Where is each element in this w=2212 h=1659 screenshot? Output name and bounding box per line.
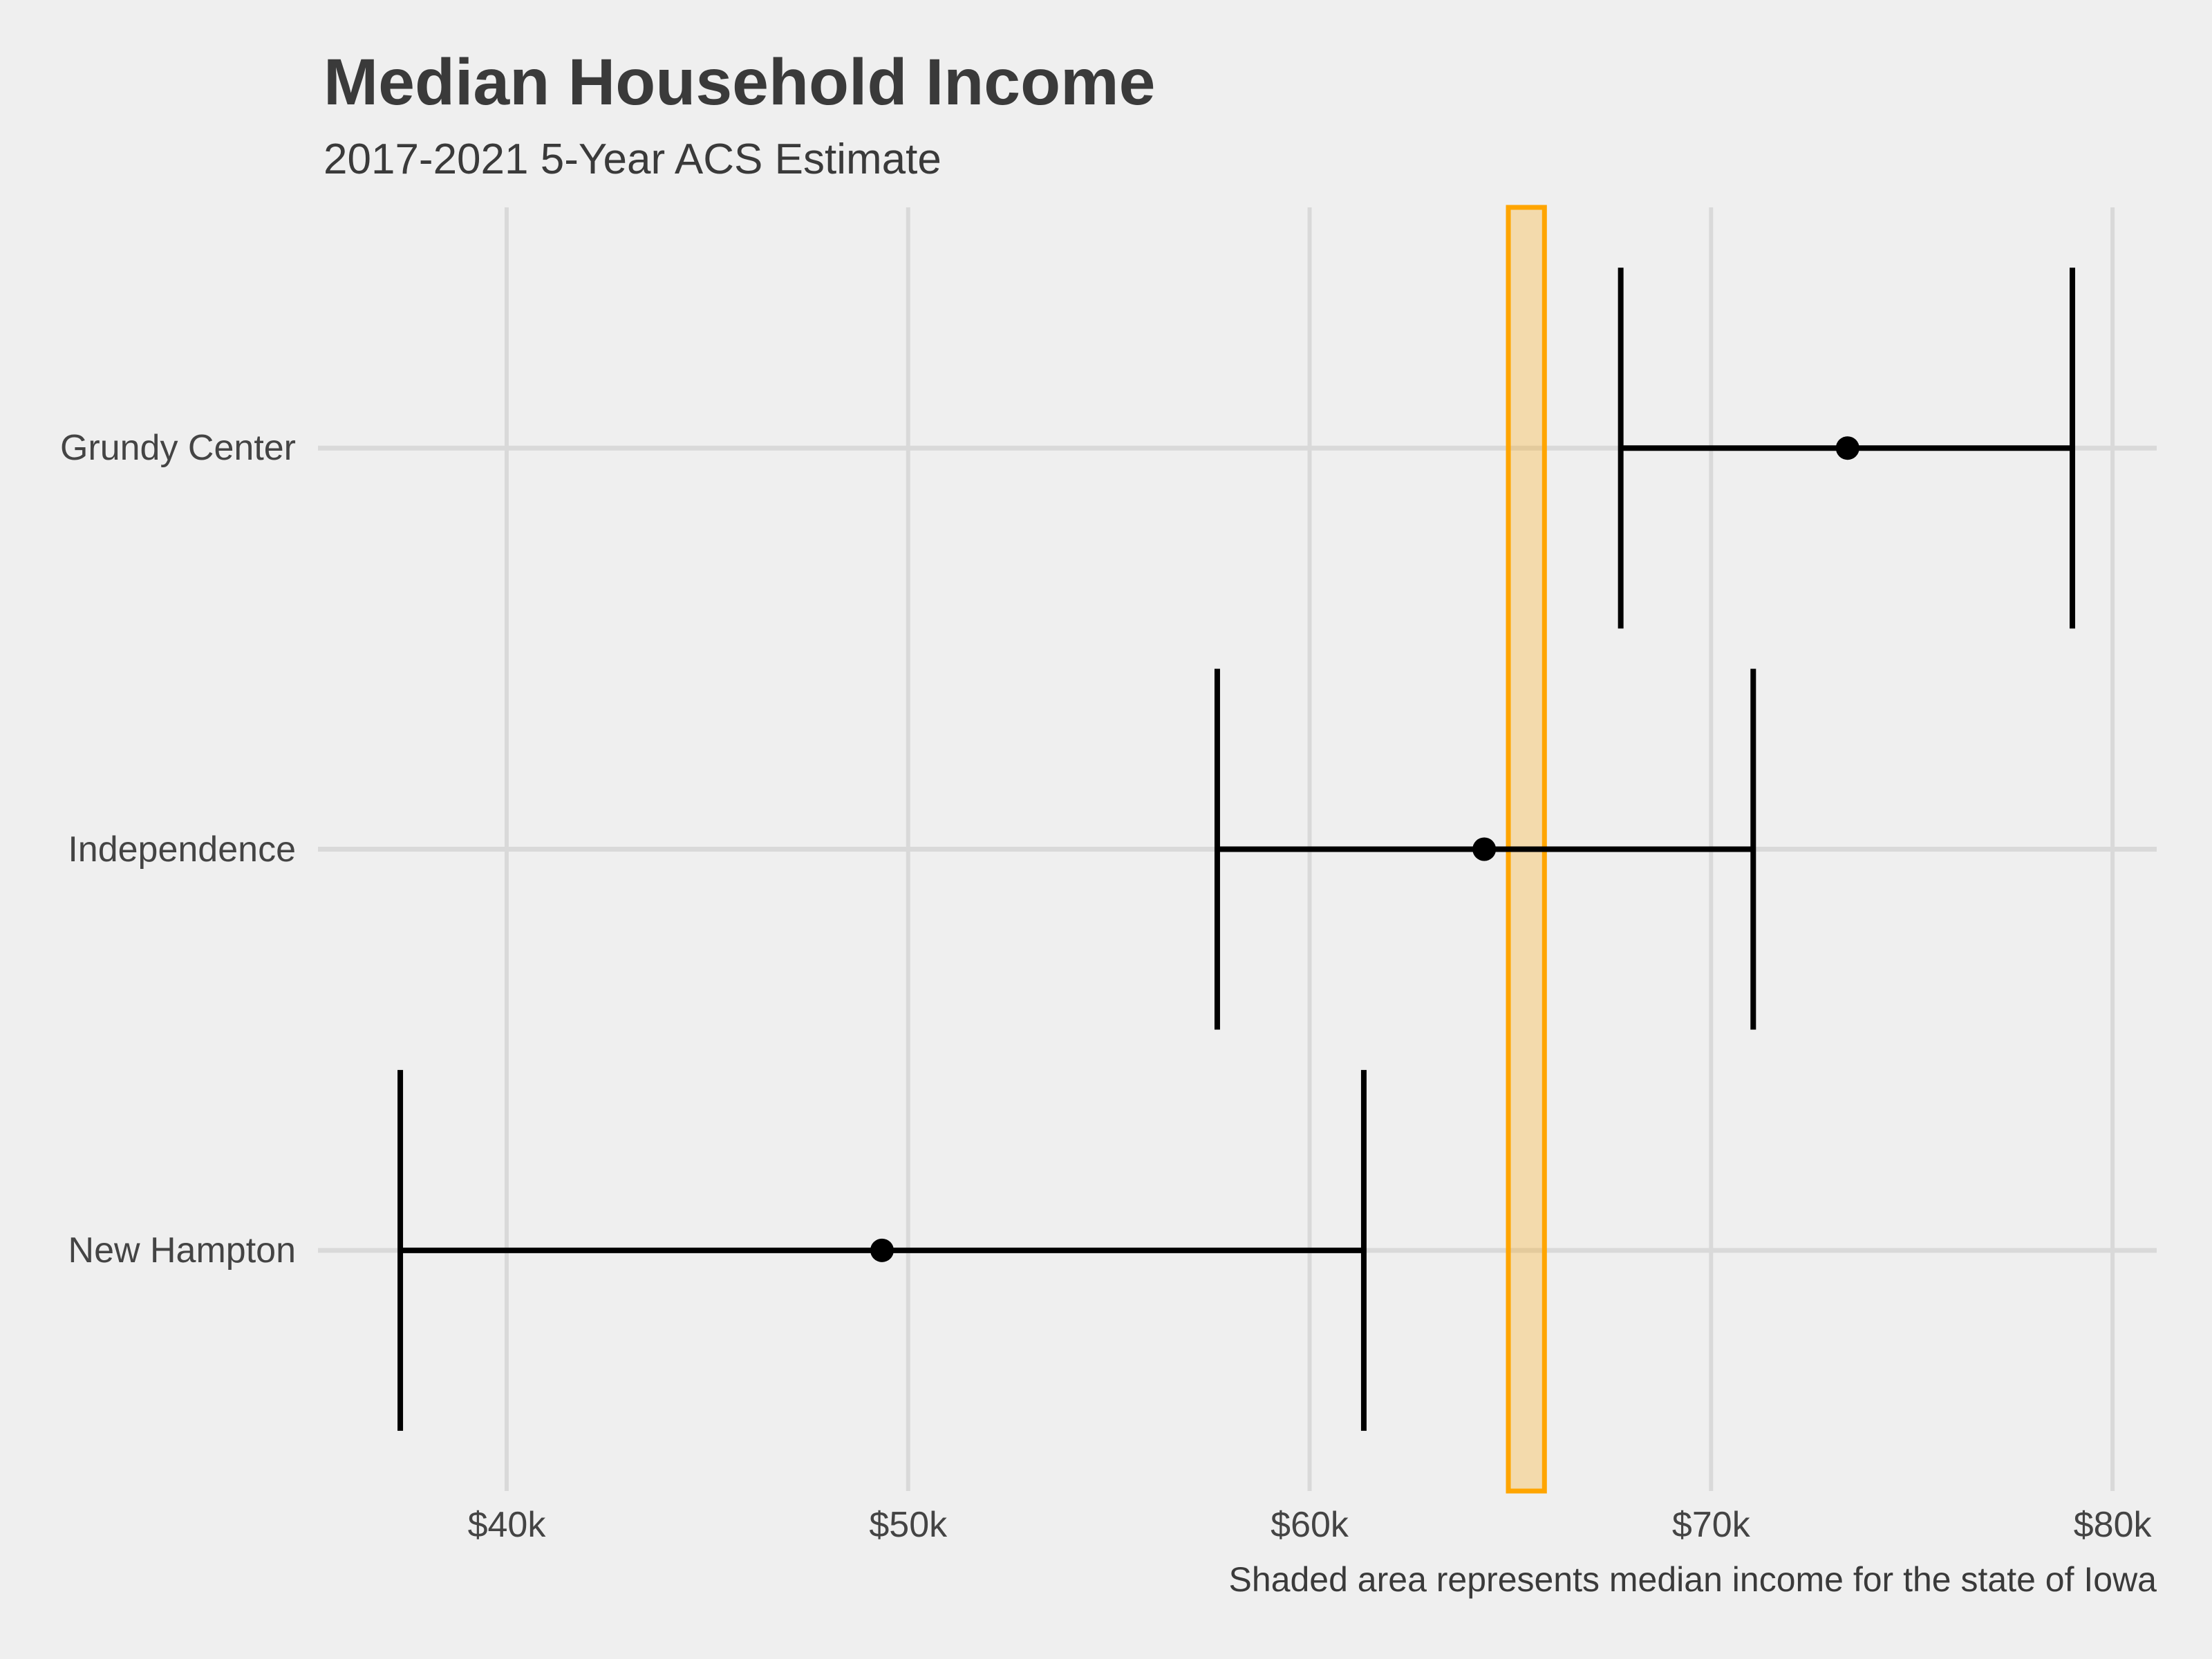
y-axis-label-grundy-center: Grundy Center [59,428,296,469]
chart-title: Median Household Income [324,46,1156,119]
point-estimate [870,1238,894,1262]
x-axis-tick-label-60k: $60k [1271,1505,1349,1545]
point-estimate [1835,436,1859,460]
y-axis-label-independence: Independence [68,829,296,870]
chart-subtitle: 2017-2021 5-Year ACS Estimate [324,135,941,183]
x-axis-tick-label-80k: $80k [2073,1505,2152,1545]
chart-caption: Shaded area represents median income for… [1228,1560,2157,1599]
y-axis-label-new-hampton: New Hampton [68,1230,296,1271]
x-axis-tick-label-70k: $70k [1671,1505,1750,1545]
point-estimate [1472,837,1497,861]
x-axis-tick-label-40k: $40k [467,1505,546,1545]
x-axis-tick-label-50k: $50k [869,1505,948,1545]
